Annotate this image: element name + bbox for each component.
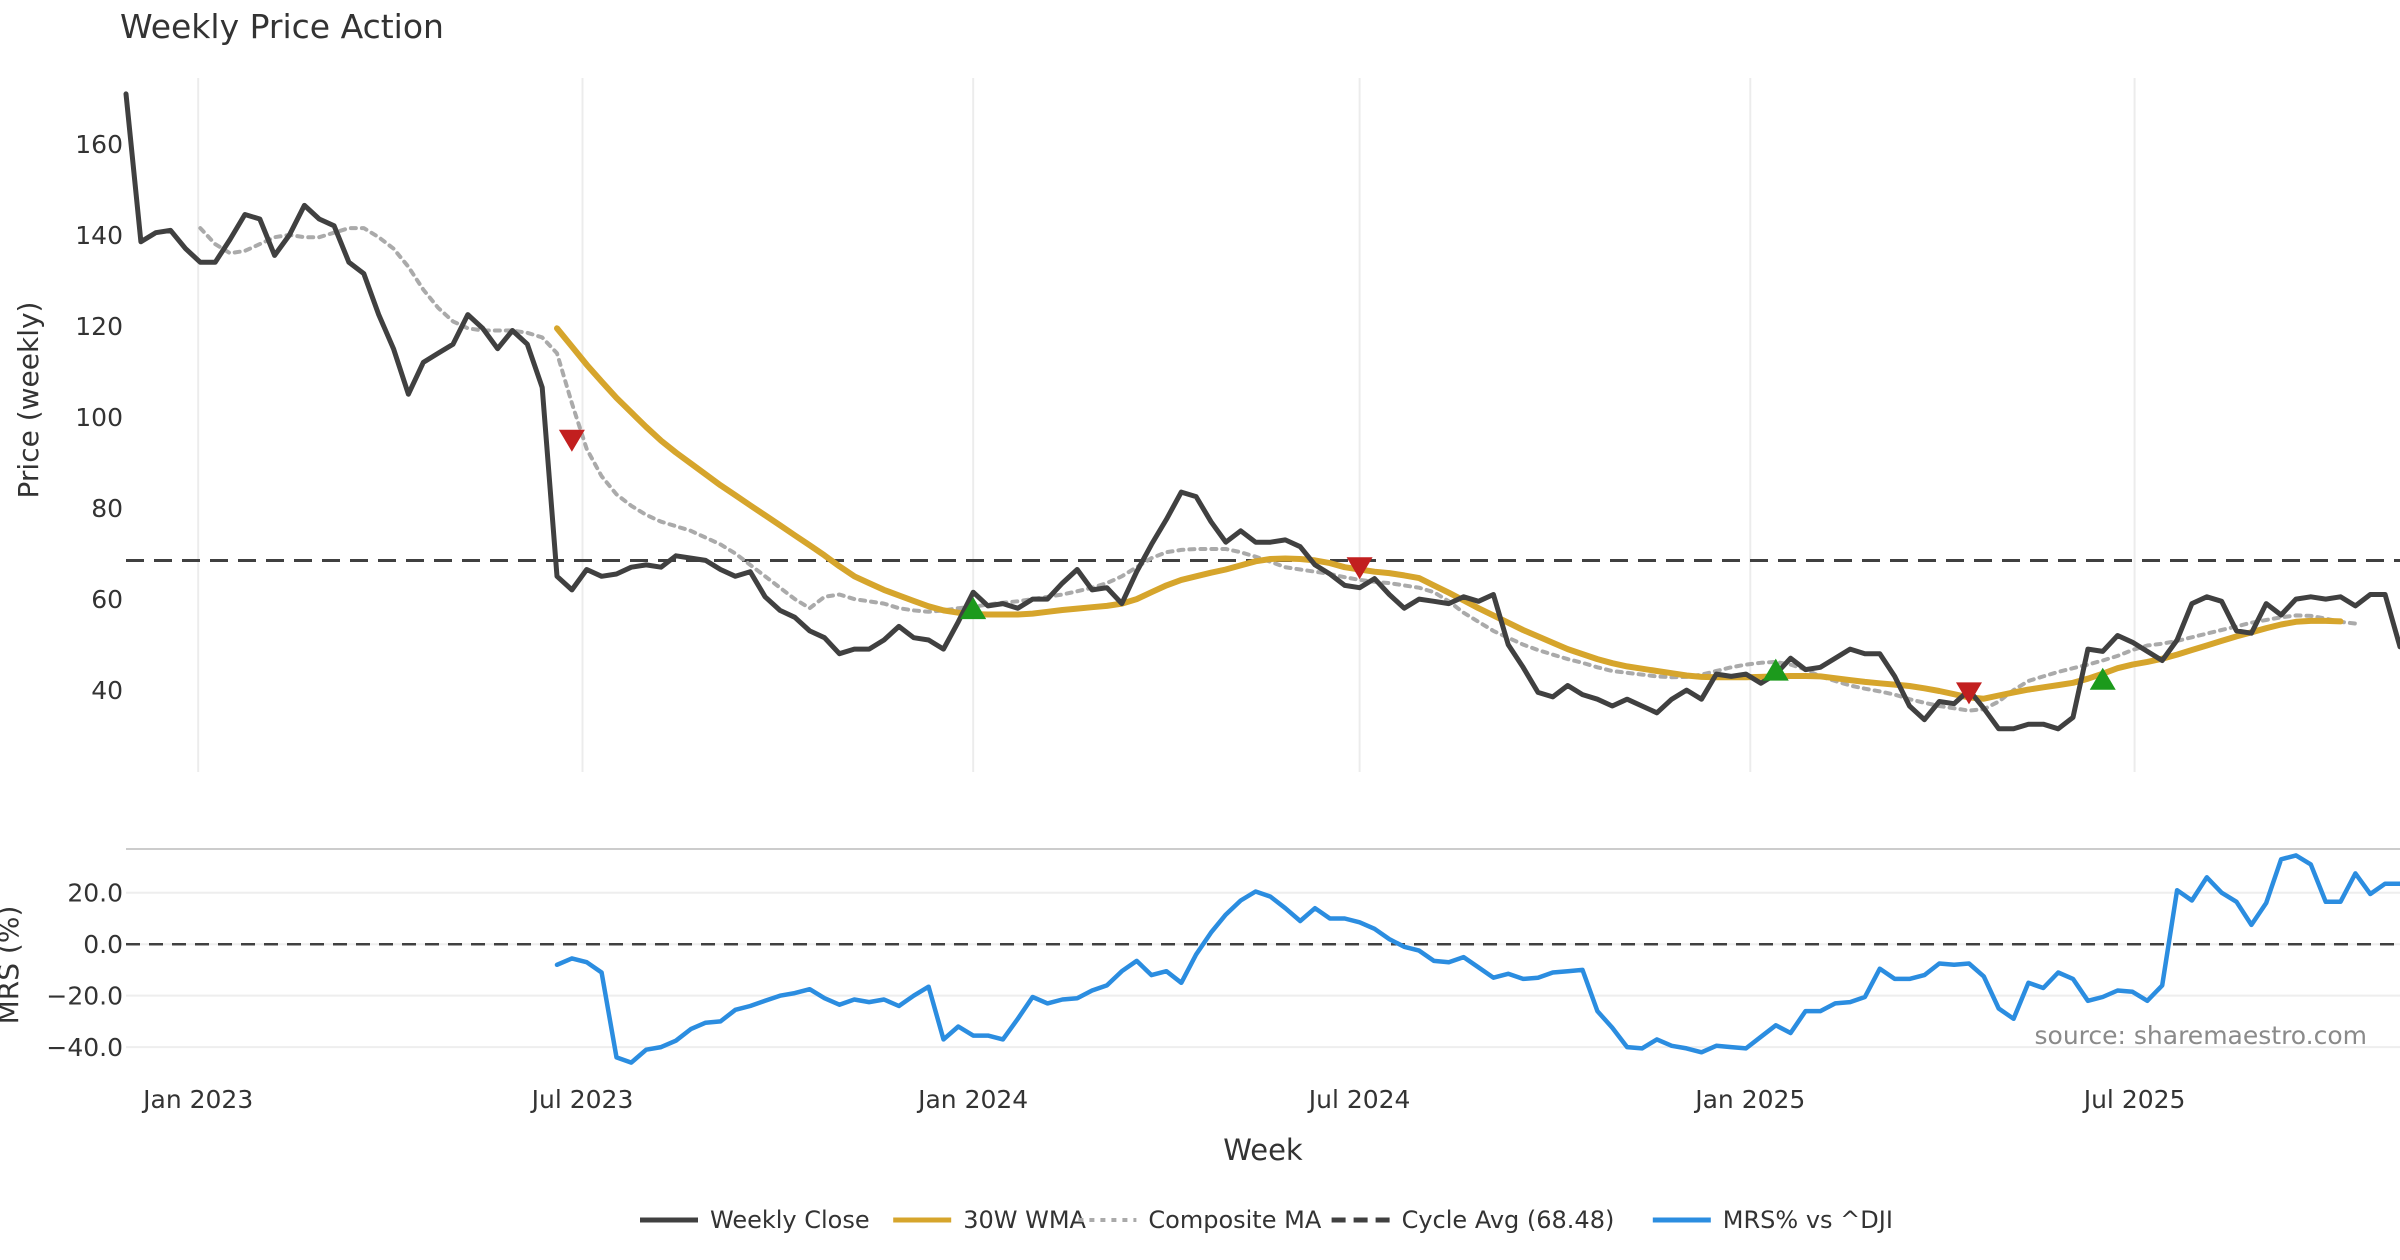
x-tick-label: Jul 2025 <box>2082 1085 2186 1114</box>
signal-markers <box>558 429 2116 705</box>
price-y-axis-label: Price (weekly) <box>12 302 45 499</box>
mrs-panel: 20.0 0.0 −20.0 −40.0 MRS (%) source: sharem… <box>0 848 2400 1167</box>
legend-item: 30W WMA <box>893 1206 1087 1234</box>
legend-label: Composite MA <box>1148 1206 1321 1234</box>
x-axis-label: Week <box>1223 1133 1303 1167</box>
legend-item: Cycle Avg (68.48) <box>1331 1206 1615 1234</box>
legend-item: MRS% vs ^DJI <box>1652 1206 1893 1234</box>
weekly-close-line <box>123 91 2400 732</box>
x-tick-label: Jan 2023 <box>141 1085 253 1114</box>
buy-signal-marker <box>2089 667 2116 690</box>
legend-item: Composite MA <box>1078 1206 1322 1234</box>
price-x-grid <box>197 78 2136 772</box>
price-y-tick-label: 60 <box>91 585 123 614</box>
x-tick-label: Jul 2023 <box>530 1085 634 1114</box>
price-y-tick-label: 160 <box>75 130 123 159</box>
mrs-y-axis-label: MRS (%) <box>0 906 25 1025</box>
legend: Weekly Close 30W WMA Composite MA Cycle Avg… <box>640 1206 1893 1234</box>
price-y-tick-label: 40 <box>91 676 123 705</box>
price-y-ticks: 40 60 80 100 120 140 160 <box>75 130 123 705</box>
buy-signal-marker <box>1762 658 1789 681</box>
x-tick-label: Jan 2025 <box>1693 1085 1805 1114</box>
mrs-y-tick-label: −40.0 <box>46 1033 123 1062</box>
buy-signal-marker <box>960 597 987 620</box>
price-series-group <box>123 91 2400 732</box>
mrs-y-ticks: 20.0 0.0 −20.0 −40.0 <box>46 879 123 1062</box>
price-y-tick-label: 80 <box>91 494 123 523</box>
sell-signal-marker <box>558 429 585 452</box>
legend-label: 30W WMA <box>963 1206 1086 1234</box>
30w-wma-line <box>554 325 2344 702</box>
mrs-y-tick-label: −20.0 <box>46 982 123 1011</box>
price-y-tick-label: 100 <box>75 403 123 432</box>
sell-signal-marker <box>1346 557 1373 580</box>
legend-item: Weekly Close <box>640 1206 870 1234</box>
price-y-tick-label: 120 <box>75 312 123 341</box>
mrs-line <box>554 853 2400 1065</box>
mrs-y-tick-label: 0.0 <box>83 930 123 959</box>
x-tick-label: Jul 2024 <box>1307 1085 1411 1114</box>
x-tick-labels: Jan 2023 Jul 2023 Jan 2024 Jul 2024 Jan 2025… <box>141 1085 2185 1114</box>
legend-label: MRS% vs ^DJI <box>1723 1206 1893 1234</box>
chart-title: Weekly Price Action <box>120 7 444 46</box>
x-tick-label: Jan 2024 <box>916 1085 1028 1114</box>
legend-label: Cycle Avg (68.48) <box>1402 1206 1615 1234</box>
mrs-series-group <box>126 853 2400 1065</box>
price-y-tick-label: 140 <box>75 221 123 250</box>
sell-signal-marker <box>1955 682 1982 705</box>
price-panel: Weekly Price Action 40 60 80 100 120 140 160 P… <box>12 7 2400 772</box>
mrs-y-tick-label: 20.0 <box>67 879 123 908</box>
legend-label: Weekly Close <box>710 1206 870 1234</box>
source-annotation: source: sharemaestro.com <box>2035 1021 2368 1050</box>
composite-ma-line <box>198 226 2358 713</box>
